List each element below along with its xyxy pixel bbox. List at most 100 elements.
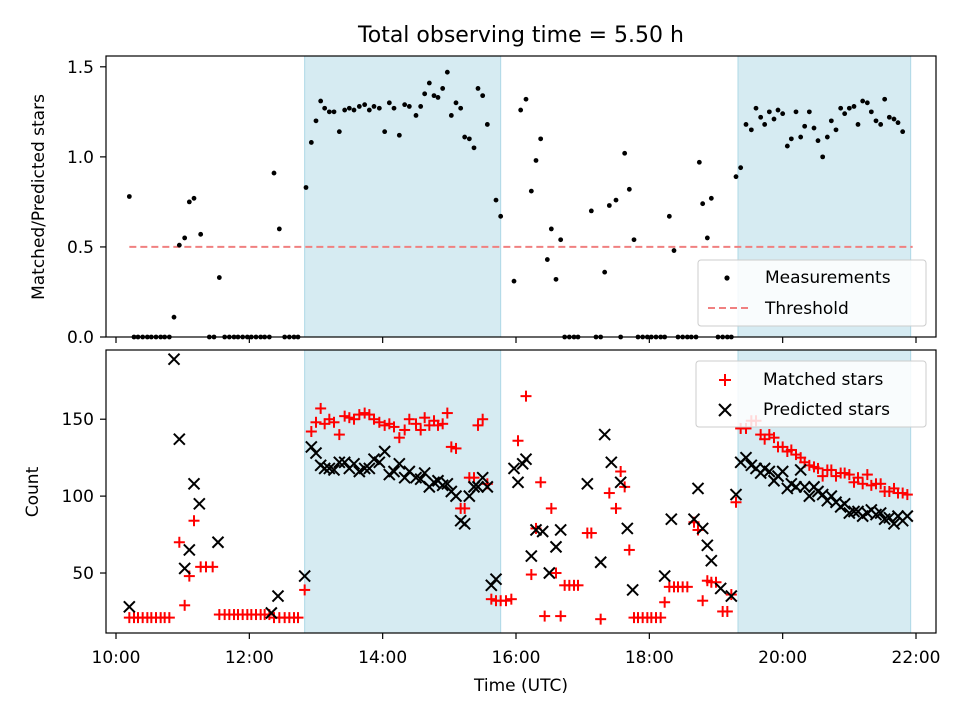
- measurement-point: [523, 96, 529, 102]
- measurement-point: [431, 93, 437, 99]
- matched-star-marker: [292, 612, 304, 624]
- measurement-point: [475, 86, 481, 91]
- measurement-point: [382, 129, 388, 135]
- predicted-star-marker: [691, 482, 705, 495]
- predicted-star-marker: [393, 457, 406, 471]
- measurement-point: [613, 197, 619, 203]
- matched-star-marker: [615, 466, 627, 478]
- matched-star-marker: [595, 613, 607, 625]
- matched-star-marker: [710, 576, 722, 588]
- measurement-point: [891, 116, 897, 122]
- matched-star-marker: [333, 429, 345, 441]
- predicted-star-marker: [847, 505, 861, 518]
- predicted-star-marker: [333, 456, 346, 469]
- measurement-point: [198, 231, 204, 237]
- measurement-point: [498, 213, 504, 219]
- matched-star-marker: [459, 502, 471, 514]
- measurement-point: [484, 122, 490, 127]
- matched-star-marker: [725, 589, 737, 601]
- matched-star-marker: [188, 515, 200, 527]
- y-tick-label: 50: [72, 564, 94, 584]
- measurement-point: [366, 107, 372, 113]
- x-tick-label: 14:00: [358, 648, 407, 668]
- measurement-point: [766, 109, 772, 115]
- measurement-point: [704, 235, 710, 241]
- measurement-point: [743, 122, 749, 127]
- shaded-interval-0: [304, 350, 501, 633]
- measurement-point: [553, 276, 559, 282]
- predicted-star-marker: [626, 583, 639, 597]
- predicted-star-marker: [621, 522, 634, 535]
- predicted-marker-stroke: [358, 462, 371, 475]
- predicted-star-marker: [729, 488, 743, 501]
- bottom-legend-box: [695, 360, 927, 428]
- predicted-star-marker: [554, 523, 567, 537]
- measurement-point: [860, 98, 866, 104]
- predicted-star-marker: [347, 457, 361, 471]
- measurement-point: [882, 96, 888, 102]
- measurement-point: [413, 113, 419, 118]
- measurement-point: [466, 136, 472, 142]
- predicted-marker-stroke: [729, 488, 743, 501]
- measurement-point: [824, 134, 830, 140]
- y-tick-label: 0.0: [67, 328, 94, 348]
- predicted-marker-stroke: [687, 512, 701, 526]
- matched-star-marker: [379, 419, 391, 431]
- matched-star-marker: [305, 426, 317, 438]
- predicted-star-marker: [536, 525, 549, 538]
- predicted-star-marker: [187, 477, 201, 491]
- predicted-star-marker: [489, 572, 503, 586]
- matched-star-marker: [861, 469, 873, 481]
- measurement-point: [806, 109, 812, 115]
- predicted-marker-stroke: [449, 489, 463, 503]
- predicted-star-marker: [441, 477, 454, 491]
- predicted-marker-stroke: [605, 456, 618, 469]
- predicted-star-marker: [358, 462, 371, 475]
- predicted-star-marker: [373, 456, 386, 469]
- predicted-marker-stroke: [626, 583, 639, 597]
- predicted-star-marker: [123, 600, 136, 614]
- predicted-star-marker: [265, 606, 278, 620]
- predicted-marker-stroke: [621, 522, 634, 535]
- predicted-star-marker: [549, 540, 563, 554]
- predicted-star-marker: [378, 445, 391, 458]
- predicted-marker-stroke: [658, 569, 671, 583]
- matched-star-marker: [163, 612, 175, 624]
- legend-matched-marker: [719, 374, 731, 386]
- matched-star-marker: [437, 418, 449, 430]
- matched-star-marker: [610, 502, 622, 514]
- predicted-marker-stroke: [387, 465, 401, 478]
- matched-star-marker: [310, 416, 322, 428]
- matched-star-marker: [697, 595, 709, 607]
- shaded-interval-0: [304, 56, 501, 337]
- predicted-marker-stroke: [265, 606, 278, 620]
- measurement-point: [671, 248, 677, 253]
- predicted-marker-stroke: [458, 517, 471, 531]
- measurement-point: [758, 114, 764, 120]
- predicted-star-marker: [525, 549, 538, 563]
- measurement-point: [828, 118, 834, 124]
- predicted-marker-stroke: [519, 452, 533, 466]
- measurement-point: [511, 278, 517, 284]
- matched-star-marker: [768, 432, 780, 444]
- predicted-marker-stroke: [193, 497, 206, 511]
- measurement-point: [313, 118, 319, 124]
- predicted-marker-stroke: [725, 589, 738, 603]
- predicted-marker-stroke: [211, 536, 225, 549]
- predicted-marker-stroke: [393, 457, 406, 471]
- measurement-point: [855, 122, 861, 127]
- predicted-star-marker: [614, 476, 627, 489]
- predicted-star-marker: [167, 353, 181, 366]
- predicted-marker-stroke: [333, 456, 346, 469]
- matched-star-marker: [585, 527, 597, 539]
- predicted-marker-stroke: [183, 543, 196, 557]
- predicted-star-marker: [605, 456, 618, 469]
- predicted-marker-stroke: [414, 472, 427, 486]
- measurement-point: [738, 165, 744, 171]
- predicted-marker-stroke: [173, 432, 186, 446]
- matched-star-marker: [339, 410, 351, 422]
- top-axes-frame: [105, 55, 937, 338]
- predicted-star-marker: [705, 554, 718, 567]
- predicted-star-marker: [838, 497, 851, 511]
